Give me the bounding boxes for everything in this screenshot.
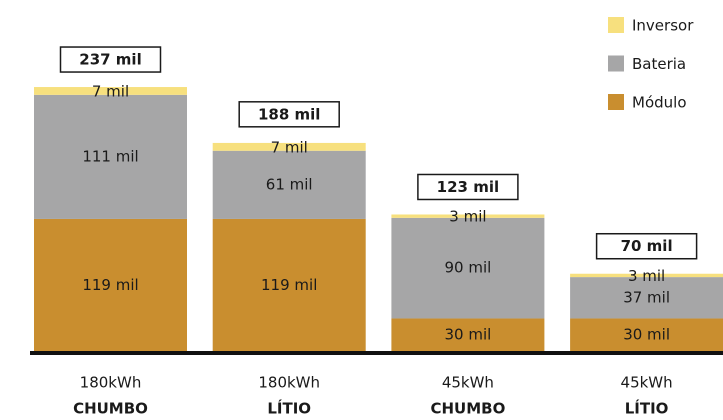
bar-segment [570, 273, 723, 278]
value-label: 90 mil [444, 259, 491, 277]
total-label: 123 mil [437, 178, 499, 196]
total-label: 237 mil [79, 51, 141, 69]
value-label: 30 mil [623, 326, 670, 344]
total-box [417, 173, 519, 201]
legend-label: Inversor [632, 17, 694, 35]
x-tick-sublabel: LÍTIO [625, 399, 669, 418]
x-tick-sublabel: LÍTIO [267, 399, 311, 418]
value-label: 30 mil [444, 326, 491, 344]
total-box [238, 101, 340, 128]
bar-segment [391, 214, 545, 218]
total-label: 70 mil [621, 237, 673, 255]
x-tick-label: 45kWh [442, 374, 494, 392]
total-label: 188 mil [258, 105, 320, 123]
bar-segment [570, 318, 723, 352]
value-label: 119 mil [261, 276, 317, 294]
legend-swatch [608, 55, 624, 72]
bar-segment [212, 150, 366, 219]
legend-swatch [608, 94, 624, 110]
legend-label: Módulo [632, 94, 687, 112]
x-tick-label: 180kWh [80, 374, 142, 392]
value-label: 111 mil [82, 147, 138, 165]
value-label: 61 mil [266, 175, 313, 193]
bar-segment [34, 94, 187, 219]
bar-segment [391, 318, 545, 352]
legend-label: Bateria [632, 55, 686, 73]
x-tick-sublabel: CHUMBO [73, 400, 148, 418]
value-label: 7 mil [92, 82, 129, 100]
value-label: 3 mil [628, 267, 665, 285]
bar-segment [212, 218, 366, 352]
legend-swatch [608, 17, 624, 33]
x-tick-sublabel: CHUMBO [430, 400, 505, 418]
value-label: 3 mil [449, 208, 486, 226]
value-label: 7 mil [271, 138, 308, 156]
bar-segment [212, 142, 366, 151]
x-tick-label: 180kWh [258, 374, 320, 392]
bar-segment [34, 87, 187, 95]
value-label: 119 mil [82, 276, 138, 294]
bar-segment [391, 217, 545, 319]
bar-segment [34, 218, 187, 352]
total-box [595, 232, 698, 260]
value-label: 37 mil [623, 288, 670, 306]
x-tick-label: 45kWh [621, 374, 673, 392]
bar-segment [570, 277, 723, 319]
total-box [59, 46, 162, 73]
